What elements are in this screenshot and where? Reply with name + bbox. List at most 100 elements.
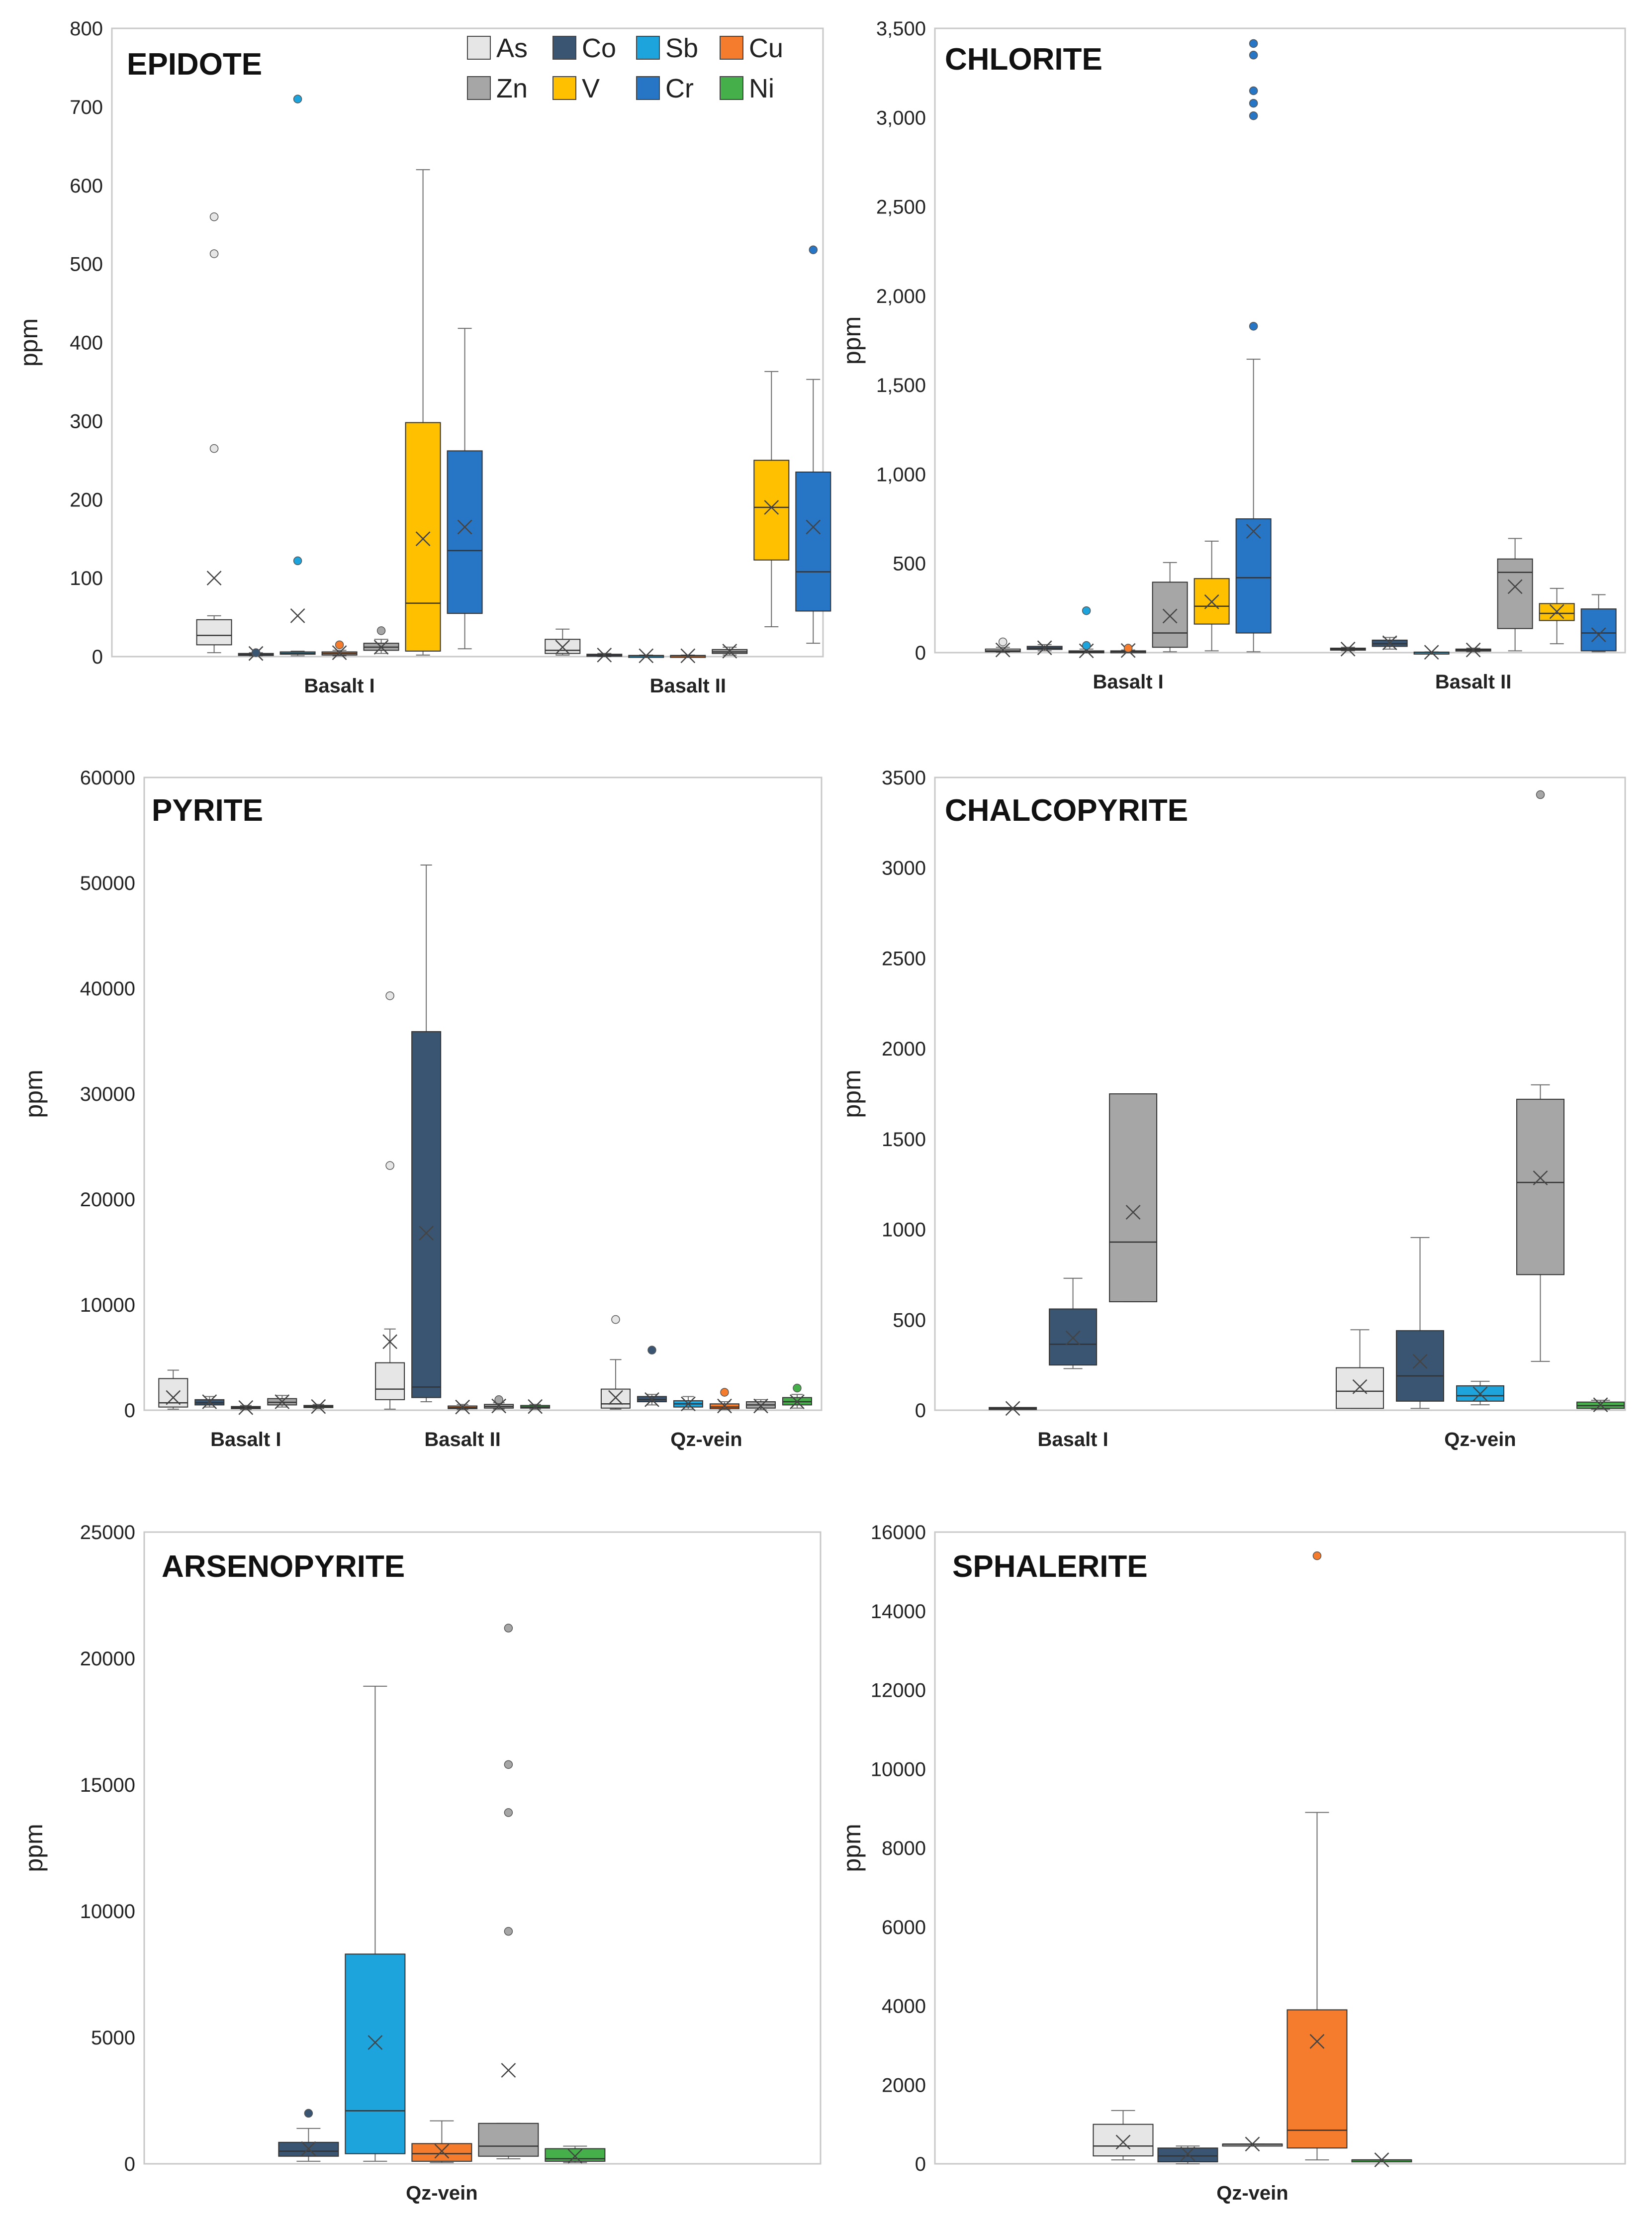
box-sb [1456,1380,1505,1406]
mean-marker [419,1225,434,1241]
box-iqr [1093,2124,1154,2157]
outlier-point [504,1624,513,1633]
outlier-point [494,1395,503,1404]
outlier-point [611,1315,620,1324]
box-iqr [1580,608,1617,652]
box-cu [448,1399,478,1415]
y-tick-label: 2,000 [876,286,926,307]
y-tick-label: 20000 [80,1189,135,1211]
y-tick-label: 0 [92,646,103,668]
box-zn [478,1624,539,2159]
outlier-point [304,2109,313,2118]
legend-swatch [636,36,660,60]
box-cr [795,245,831,644]
y-tick-label: 500 [70,254,103,276]
box-as [545,628,581,656]
mean-marker [1424,645,1439,660]
mean-marker [753,1398,768,1414]
plot-area-frame [934,776,1626,1411]
box-co [238,646,274,661]
chart-title: CHLORITE [945,42,1102,77]
legend-item-zn: Zn [467,74,528,103]
x-category-label: Basalt II [650,675,726,697]
box-iqr [545,2148,606,2162]
outlier-point [1249,39,1258,48]
outlier-point [1249,51,1258,60]
box-iqr [753,460,790,561]
mean-marker [1533,1170,1548,1185]
x-category-label: Basalt I [1093,671,1163,693]
mean-marker [290,608,305,623]
mean-marker [301,2141,316,2156]
mean-marker [1593,1397,1608,1412]
mean-marker [1246,524,1261,539]
mean-marker [382,1334,398,1350]
chart-panel-chlorite: 0 500 1,000 1,500 2,000 2,500 3,000 3,500 ppm CHL… [838,18,1626,693]
mean-marker [790,1394,805,1409]
mean-marker [1115,2134,1131,2150]
chart-panel-chalcopyrite: 0 500 1000 1500 2000 2500 3000 3500 ppm CHALCOPYR… [838,767,1626,1450]
y-tick-label: 3500 [882,767,926,789]
box-co [1026,640,1063,656]
mean-marker [764,500,779,515]
box-co [411,864,442,1403]
mean-marker [1037,640,1052,656]
y-tick-label: 4000 [882,1996,926,2018]
mean-marker [1352,1379,1368,1394]
legend-label: Co [582,33,616,63]
x-category-label: Basalt I [304,675,374,697]
chart-panel-epidote: 0 100 200 300 400 500 600 700 800 ppm EPIDOTE Basal… [15,18,831,697]
box-v [1193,540,1230,652]
legend-item-as: As [467,33,528,63]
box-cr [1235,39,1272,653]
mean-marker [1507,579,1523,594]
x-category-label: Qz-vein [670,1429,742,1450]
y-tick-label: 1,000 [876,464,926,485]
box-zn [1497,538,1533,652]
x-category-label: Basalt I [210,1429,281,1450]
box-iqr [1235,518,1272,634]
box-co [1049,1277,1098,1369]
outlier-point [1082,641,1091,650]
outlier-point [209,212,219,221]
outlier-point [1312,1551,1322,1560]
outlier-point [293,556,302,566]
box-zn [745,1398,776,1414]
y-tick-label: 3,500 [876,18,926,40]
legend-label: Cr [665,74,694,103]
chart-title: CHALCOPYRITE [945,793,1188,828]
mean-marker [311,1399,326,1414]
box-as [1093,2110,1154,2161]
mean-marker [206,571,222,586]
box-cu [1110,643,1146,658]
mean-marker [202,1394,217,1409]
outlier-point [793,1383,802,1393]
y-tick-label: 0 [915,1400,926,1422]
mean-marker [1466,642,1481,658]
mean-marker [567,2148,583,2164]
y-tick-label: 5000 [91,2027,135,2049]
box-v [753,371,790,628]
y-axis-title: ppm [15,318,43,367]
box-iqr [345,1953,406,2154]
y-tick-label: 200 [70,489,103,511]
mean-marker [806,519,821,535]
box-sb [345,1685,406,2162]
box-iqr [1152,581,1188,648]
y-tick-label: 20000 [80,1648,135,1670]
legend-swatch [552,76,576,100]
box-sb [279,95,316,657]
y-tick-label: 300 [70,410,103,432]
mean-marker [597,647,612,663]
y-tick-label: 16000 [871,1522,926,1544]
y-tick-label: 0 [915,2153,926,2175]
legend-item-cr: Cr [636,74,694,103]
outlier-point [809,245,818,254]
outlier-point [209,249,219,258]
y-tick-label: 500 [893,1309,926,1331]
y-tick-label: 50000 [80,872,135,894]
y-tick-label: 0 [124,1400,135,1422]
y-tick-label: 500 [893,553,926,575]
outlier-point [998,637,1008,647]
box-zn [363,626,399,655]
